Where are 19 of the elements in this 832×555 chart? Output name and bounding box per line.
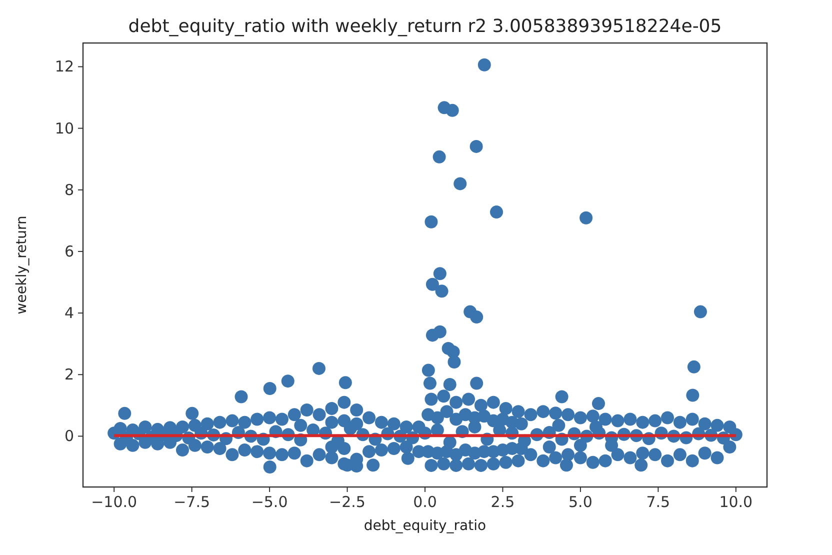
x-tick-label: −10.0 bbox=[91, 493, 138, 511]
y-tick-label: 6 bbox=[64, 242, 74, 260]
x-axis-title: debt_equity_ratio bbox=[364, 518, 486, 534]
x-tick-label: −7.5 bbox=[174, 493, 210, 511]
x-tick-label: −5.0 bbox=[251, 493, 288, 511]
y-tick-label: 10 bbox=[54, 119, 74, 138]
y-tick-label: 8 bbox=[64, 180, 74, 199]
x-tick-label: 10.0 bbox=[719, 493, 753, 511]
x-tick-label: 5.0 bbox=[568, 493, 592, 511]
x-tick-label: 2.5 bbox=[490, 493, 515, 511]
y-tick-label: 12 bbox=[54, 58, 74, 76]
y-tick-label: 2 bbox=[64, 366, 74, 384]
y-tick-label: 4 bbox=[64, 304, 74, 322]
x-tick-label: −2.5 bbox=[329, 493, 366, 511]
y-tick-label: 0 bbox=[64, 427, 74, 446]
x-tick-label: 0.0 bbox=[413, 493, 437, 511]
x-tick-label: 7.5 bbox=[646, 493, 670, 511]
y-axis-title: weekly_return bbox=[14, 216, 30, 314]
chart-title: debt_equity_ratio with weekly_return r2 3.005838939518224e-05 bbox=[128, 16, 722, 37]
